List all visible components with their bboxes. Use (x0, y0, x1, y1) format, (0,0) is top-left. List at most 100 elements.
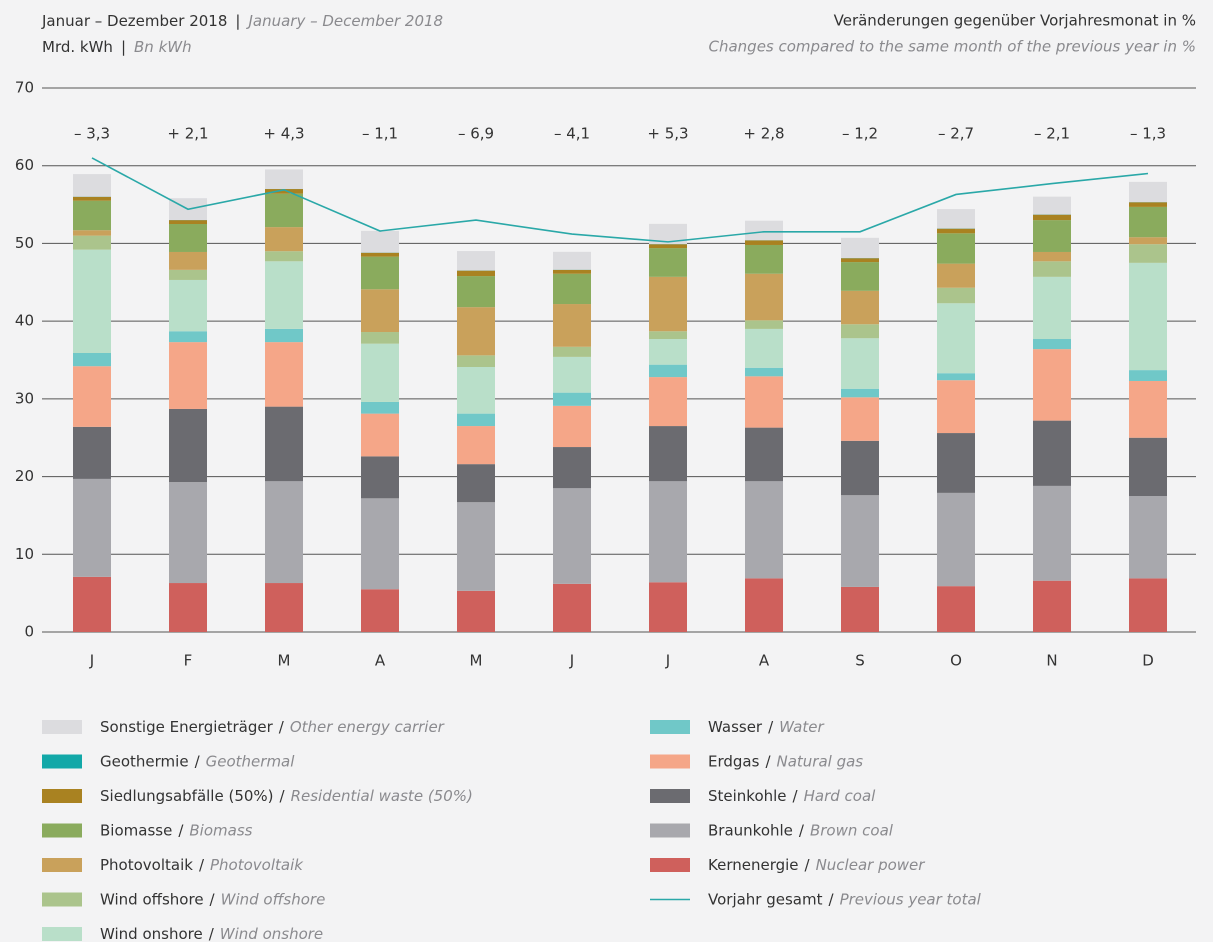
bar-segment (553, 405, 591, 448)
bar-segment (649, 223, 687, 245)
legend-separator: / (829, 890, 835, 908)
legend-name: Steinkohle (708, 787, 787, 805)
bar-segment (1129, 202, 1167, 207)
bar-segment (841, 440, 879, 496)
change-label: + 2,1 (167, 125, 208, 143)
legend-separator: / (209, 925, 215, 942)
unit-en: Bn kWh (134, 38, 192, 56)
bar-segment (745, 220, 783, 241)
bar-segment (649, 481, 687, 583)
legend-name: Kernenergie (708, 856, 799, 874)
bar-segment (1033, 220, 1071, 252)
legend-label: Erdgas / Natural gas (708, 752, 863, 770)
change-label: + 2,8 (743, 125, 784, 143)
y-tick-label: 40 (15, 312, 34, 330)
bar-segment (265, 481, 303, 584)
bar-segment (841, 388, 879, 398)
bar-segment (457, 270, 495, 277)
bar-segment (553, 251, 591, 270)
legend-name: Siedlungsabfälle (50%) (100, 787, 274, 805)
legend-separator: / (195, 752, 201, 770)
bar-segment (169, 482, 207, 584)
bar-segment (169, 342, 207, 409)
separator: | (235, 12, 240, 30)
legend-label: Wasser / Water (708, 718, 824, 736)
legend-swatch (42, 720, 82, 734)
bar-segment (361, 413, 399, 457)
bar-segment (937, 233, 975, 264)
bar-segment (745, 244, 783, 274)
bar-segment (361, 498, 399, 590)
bar-segment (73, 249, 111, 354)
bar-segment (73, 426, 111, 479)
legend-separator: / (279, 718, 285, 736)
bar-segment (937, 303, 975, 374)
bar-segment (937, 586, 975, 632)
bar-segment (553, 583, 591, 632)
legend-name-en: Previous year total (840, 890, 982, 908)
bar-segment (553, 269, 591, 274)
bar-segment (937, 380, 975, 434)
changes-subtitle: Changes compared to the same month of th… (709, 38, 1197, 56)
bar-segment (745, 273, 783, 321)
bar-segment (745, 578, 783, 632)
legend-swatch (42, 858, 82, 872)
bar-segment (745, 320, 783, 329)
bar-segment (937, 287, 975, 304)
legend-label: Kernenergie / Nuclear power (708, 856, 925, 874)
y-tick-label: 20 (15, 467, 34, 485)
changes-title: Veränderungen gegenüber Vorjahresmonat i… (834, 12, 1196, 30)
bar-segment (361, 589, 399, 632)
bar-segment (361, 289, 399, 333)
bar-segment (169, 408, 207, 483)
y-tick-label: 0 (24, 623, 34, 641)
bar-segment (265, 251, 303, 262)
bar-segment (169, 279, 207, 332)
period-de: Januar – Dezember 2018 (41, 12, 227, 30)
legend-swatch (42, 892, 82, 907)
bar-segment (649, 377, 687, 427)
change-label: – 4,1 (554, 125, 590, 143)
bar-segment (937, 228, 975, 234)
bar-segment (841, 397, 879, 441)
bar-segment (457, 426, 495, 465)
bar-segment (1033, 214, 1071, 221)
legend-label: Geothermie / Geothermal (100, 752, 295, 770)
bar-segment (1129, 237, 1167, 245)
legend-name-en: Nuclear power (816, 856, 926, 874)
bar-segment (553, 304, 591, 347)
change-label: – 3,3 (74, 125, 110, 143)
bar-segment (169, 583, 207, 632)
bar-segment (1033, 420, 1071, 486)
x-tick-label: D (1142, 652, 1154, 670)
bar-segment (1129, 496, 1167, 579)
change-label: – 2,7 (938, 125, 974, 143)
bar-segment (649, 276, 687, 332)
bar-segment (265, 406, 303, 482)
bar-segment (1129, 206, 1167, 238)
bar-segment (745, 328, 783, 368)
change-label: – 1,1 (362, 125, 398, 143)
bar-segment (361, 230, 399, 253)
bar-segment (553, 447, 591, 489)
legend-name-en: Brown coal (810, 821, 894, 839)
legend-separator: / (768, 718, 774, 736)
legend-swatch (42, 927, 82, 941)
bar-segment (73, 353, 111, 367)
bar-segment (841, 586, 879, 632)
legend-name-en: Hard coal (804, 787, 877, 805)
legend-name-en: Wind onshore (220, 925, 323, 942)
bar-segment (73, 230, 111, 236)
y-tick-label: 70 (15, 79, 34, 97)
legend-separator: / (210, 890, 216, 908)
x-tick-label: M (470, 652, 483, 670)
bar-segment (169, 220, 207, 224)
x-tick-label: S (855, 652, 865, 670)
previous-year-line (91, 157, 1149, 243)
bar-segment (169, 269, 207, 280)
legend-label: Biomasse / Biomass (100, 821, 253, 839)
bar-segment (169, 224, 207, 252)
legend-name-en: Wind offshore (221, 890, 326, 908)
legend-name-en: Geothermal (206, 752, 296, 770)
